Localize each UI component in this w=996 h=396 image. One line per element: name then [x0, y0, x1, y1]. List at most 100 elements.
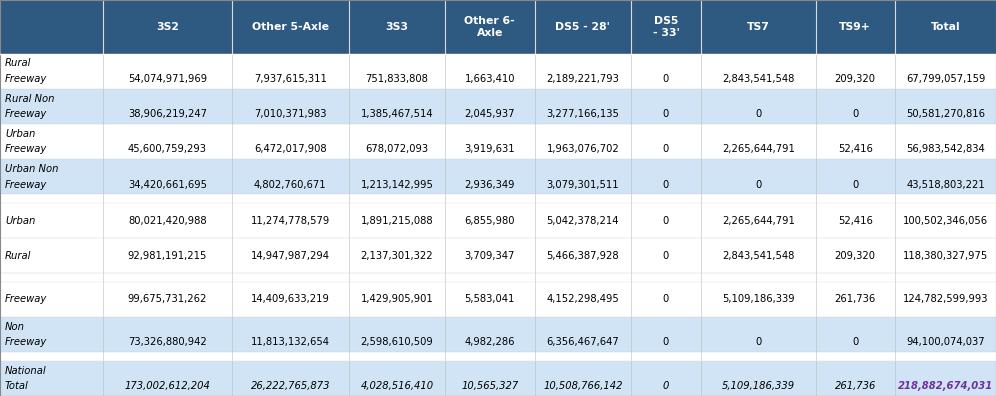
Text: 45,600,759,293: 45,600,759,293 — [127, 144, 207, 154]
Text: 1,663,410: 1,663,410 — [464, 74, 515, 84]
Bar — [0, 159, 996, 194]
Text: 2,843,541,548: 2,843,541,548 — [722, 251, 795, 261]
Text: Total: Total — [5, 381, 29, 391]
Text: 0: 0 — [755, 337, 762, 347]
Text: 0: 0 — [755, 109, 762, 119]
Bar — [0, 238, 996, 273]
Text: 0: 0 — [663, 74, 669, 84]
Text: 4,152,298,495: 4,152,298,495 — [547, 295, 620, 305]
Text: 1,429,905,901: 1,429,905,901 — [361, 295, 433, 305]
Text: Freeway: Freeway — [5, 109, 47, 119]
Text: 4,028,516,410: 4,028,516,410 — [361, 381, 433, 391]
Text: 2,598,610,509: 2,598,610,509 — [361, 337, 433, 347]
Text: 1,213,142,995: 1,213,142,995 — [361, 179, 433, 190]
Text: TS9+: TS9+ — [840, 22, 872, 32]
Bar — [0, 0, 996, 53]
Text: Urban Non: Urban Non — [5, 164, 59, 174]
Text: 261,736: 261,736 — [835, 381, 875, 391]
Text: 10,565,327: 10,565,327 — [461, 381, 519, 391]
Bar — [0, 124, 996, 159]
Text: 3S3: 3S3 — [385, 22, 408, 32]
Text: 3S2: 3S2 — [156, 22, 179, 32]
Text: 173,002,612,204: 173,002,612,204 — [124, 381, 210, 391]
Text: 67,799,057,159: 67,799,057,159 — [905, 74, 985, 84]
Text: 1,891,215,088: 1,891,215,088 — [361, 215, 433, 226]
Text: 4,802,760,671: 4,802,760,671 — [254, 179, 327, 190]
Text: 1,963,076,702: 1,963,076,702 — [547, 144, 620, 154]
Text: 0: 0 — [852, 179, 859, 190]
Text: 0: 0 — [662, 381, 669, 391]
Text: 0: 0 — [852, 337, 859, 347]
Text: 2,265,644,791: 2,265,644,791 — [722, 144, 795, 154]
Text: DS5 - 28': DS5 - 28' — [556, 22, 611, 32]
Text: 43,518,803,221: 43,518,803,221 — [906, 179, 985, 190]
Text: 26,222,765,873: 26,222,765,873 — [251, 381, 330, 391]
Text: 0: 0 — [663, 337, 669, 347]
Bar — [0, 194, 996, 203]
Text: 38,906,219,247: 38,906,219,247 — [127, 109, 207, 119]
Text: 124,782,599,993: 124,782,599,993 — [902, 295, 988, 305]
Text: 5,109,186,339: 5,109,186,339 — [722, 295, 795, 305]
Text: 751,833,808: 751,833,808 — [366, 74, 428, 84]
Bar — [0, 203, 996, 238]
Text: 0: 0 — [663, 295, 669, 305]
Text: 3,277,166,135: 3,277,166,135 — [547, 109, 620, 119]
Text: National: National — [5, 366, 47, 376]
Text: 14,409,633,219: 14,409,633,219 — [251, 295, 330, 305]
Text: 2,137,301,322: 2,137,301,322 — [361, 251, 433, 261]
Text: 678,072,093: 678,072,093 — [366, 144, 428, 154]
Text: 92,981,191,215: 92,981,191,215 — [127, 251, 207, 261]
Text: Rural Non: Rural Non — [5, 94, 55, 104]
Text: 56,983,542,834: 56,983,542,834 — [906, 144, 985, 154]
Text: 73,326,880,942: 73,326,880,942 — [128, 337, 207, 347]
Text: 209,320: 209,320 — [835, 74, 875, 84]
Bar — [0, 352, 996, 361]
Text: 4,982,286: 4,982,286 — [464, 337, 515, 347]
Text: 11,813,132,654: 11,813,132,654 — [251, 337, 330, 347]
Text: 0: 0 — [663, 144, 669, 154]
Text: 218,882,674,031: 218,882,674,031 — [897, 381, 993, 391]
Text: 6,855,980: 6,855,980 — [464, 215, 515, 226]
Text: 34,420,661,695: 34,420,661,695 — [127, 179, 207, 190]
Bar — [0, 282, 996, 317]
Text: 0: 0 — [755, 179, 762, 190]
Text: 54,074,971,969: 54,074,971,969 — [127, 74, 207, 84]
Text: 2,045,937: 2,045,937 — [464, 109, 515, 119]
Text: 7,937,615,311: 7,937,615,311 — [254, 74, 327, 84]
Text: 1,385,467,514: 1,385,467,514 — [361, 109, 433, 119]
Text: 10,508,766,142: 10,508,766,142 — [543, 381, 622, 391]
Text: Urban: Urban — [5, 129, 35, 139]
Text: 7,010,371,983: 7,010,371,983 — [254, 109, 327, 119]
Bar — [0, 89, 996, 124]
Text: 209,320: 209,320 — [835, 251, 875, 261]
Text: Non: Non — [5, 322, 25, 332]
Text: 5,583,041: 5,583,041 — [465, 295, 515, 305]
Text: Other 5-Axle: Other 5-Axle — [252, 22, 329, 32]
Text: 5,466,387,928: 5,466,387,928 — [547, 251, 620, 261]
Text: 52,416: 52,416 — [838, 215, 872, 226]
Text: Freeway: Freeway — [5, 144, 47, 154]
Text: Rural: Rural — [5, 251, 31, 261]
Text: 14,947,987,294: 14,947,987,294 — [251, 251, 330, 261]
Bar — [0, 317, 996, 352]
Text: 0: 0 — [852, 109, 859, 119]
Text: 0: 0 — [663, 215, 669, 226]
Text: 118,380,327,975: 118,380,327,975 — [902, 251, 988, 261]
Text: Urban: Urban — [5, 215, 35, 226]
Text: Freeway: Freeway — [5, 295, 47, 305]
Text: 0: 0 — [663, 109, 669, 119]
Text: 11,274,778,579: 11,274,778,579 — [251, 215, 330, 226]
Text: 0: 0 — [663, 251, 669, 261]
Text: 6,472,017,908: 6,472,017,908 — [254, 144, 327, 154]
Text: DS5
- 33': DS5 - 33' — [652, 16, 679, 38]
Text: 5,042,378,214: 5,042,378,214 — [547, 215, 620, 226]
Bar — [0, 273, 996, 282]
Text: 261,736: 261,736 — [835, 295, 875, 305]
Text: 99,675,731,262: 99,675,731,262 — [127, 295, 207, 305]
Text: 6,356,467,647: 6,356,467,647 — [547, 337, 620, 347]
Text: 80,021,420,988: 80,021,420,988 — [128, 215, 207, 226]
Text: Total: Total — [930, 22, 960, 32]
Text: 50,581,270,816: 50,581,270,816 — [906, 109, 985, 119]
Text: 3,709,347: 3,709,347 — [465, 251, 515, 261]
Text: 2,843,541,548: 2,843,541,548 — [722, 74, 795, 84]
